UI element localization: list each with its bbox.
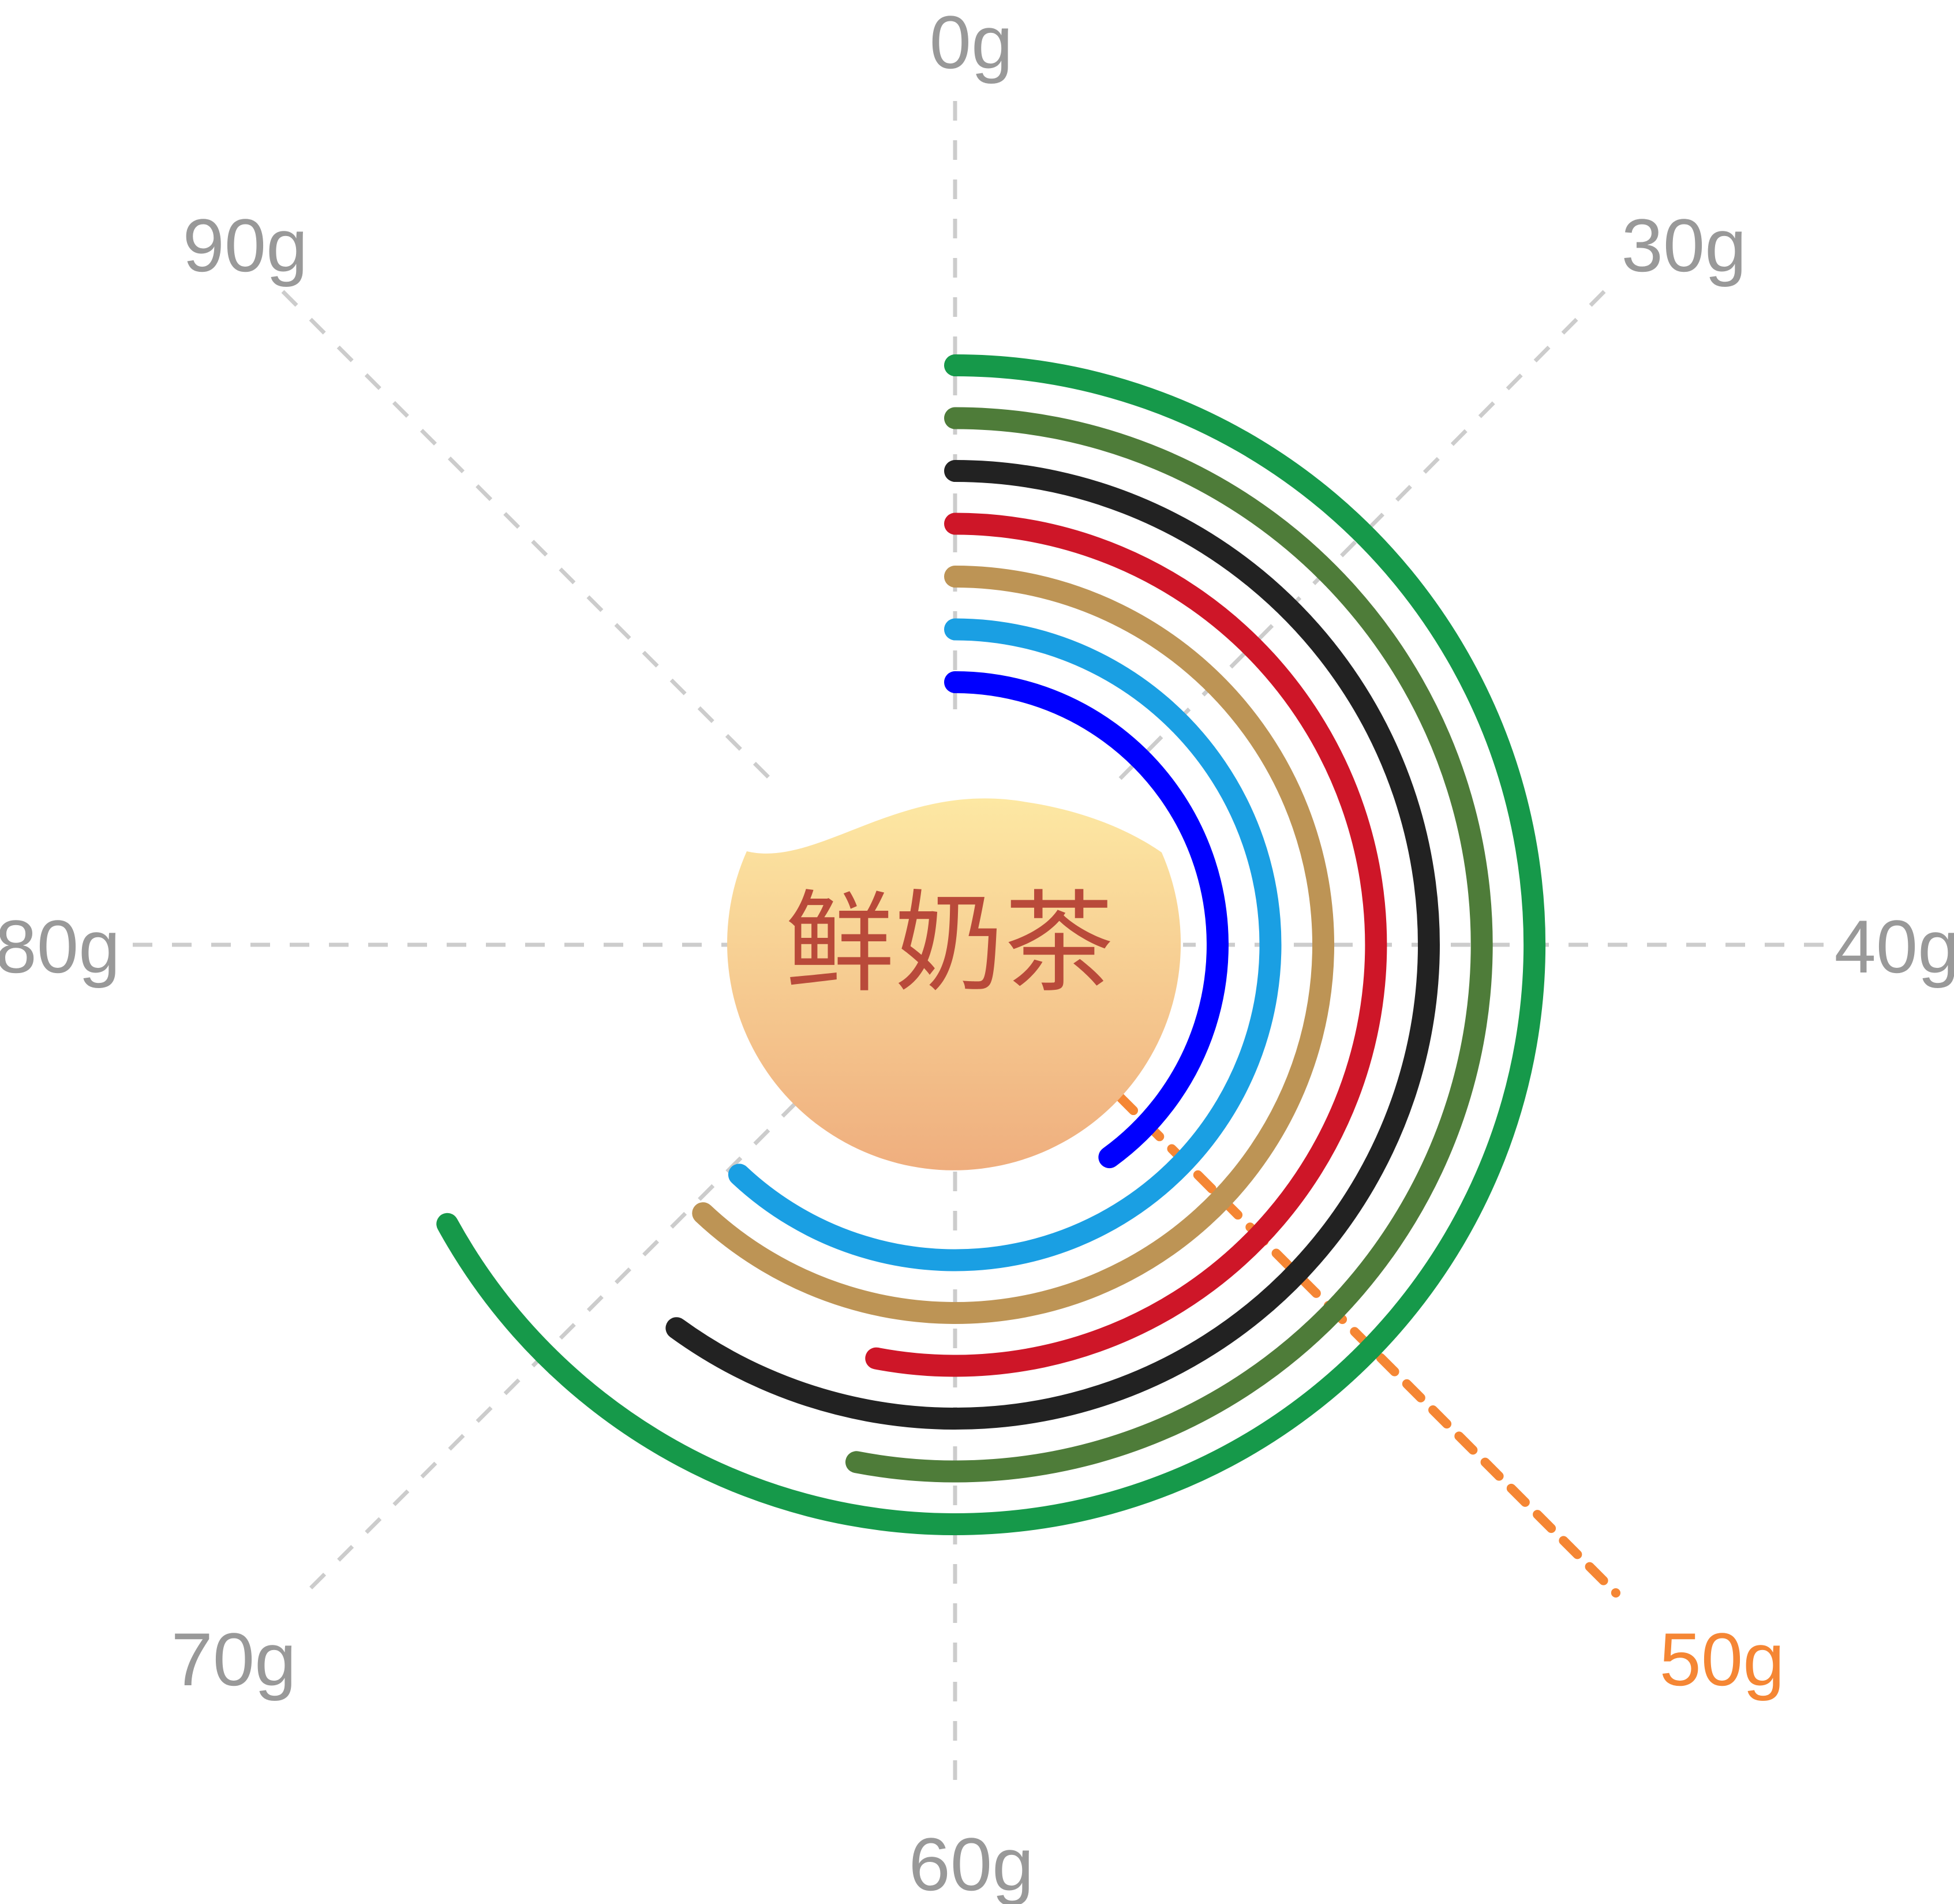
center-badge: 鲜奶茶: [727, 798, 1181, 1170]
series-arc-7: [436, 354, 1545, 1535]
axis-label-40g: 40g: [1835, 904, 1954, 989]
axis-label-60g: 60g: [909, 1822, 1034, 1904]
axis-label-70g: 70g: [171, 1617, 297, 1701]
series-arcs: [436, 354, 1545, 1535]
series-arc-4: [865, 513, 1387, 1377]
series-arc-1: [944, 671, 1229, 1169]
axis-label-50g: 50g: [1660, 1617, 1785, 1701]
center-label: 鲜奶茶: [785, 880, 1114, 1007]
series-arc-6: [845, 407, 1493, 1483]
axis-label-30g: 30g: [1622, 203, 1747, 287]
axis-label-0g: 0g: [930, 0, 1013, 84]
series-arc-3: [692, 566, 1335, 1324]
series-arc-5: [665, 460, 1440, 1430]
spoke-90g: [281, 290, 784, 792]
series-arc-2: [728, 618, 1282, 1271]
axis-label-90g: 90g: [183, 203, 308, 287]
axis-label-80g: 80g: [0, 904, 120, 989]
center-shape: [727, 798, 1181, 1170]
